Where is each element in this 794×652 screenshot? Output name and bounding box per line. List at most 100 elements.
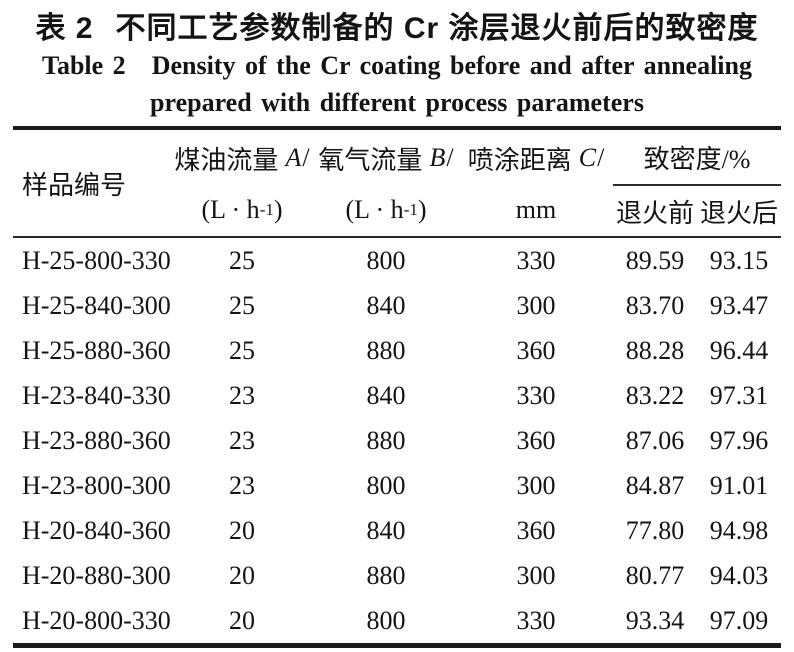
cell-density-after: 97.31 — [709, 380, 769, 410]
header-oxygen-unit-open: (L · h — [345, 195, 404, 224]
header-oxygen-unit: (L · h -1) — [313, 185, 459, 235]
cell-oxygen-flow: 880 — [366, 560, 406, 590]
cell-oxygen-flow: 800 — [366, 470, 406, 500]
cell-oxygen-flow: 800 — [366, 245, 406, 275]
cell-density-after: 93.47 — [709, 290, 769, 320]
header-row-1: 样品编号 煤油流量 A / (L · h -1) 氧气流量 B / (L · h -1) 喷… — [13, 128, 782, 238]
cell-density-before: 93.34 — [625, 605, 685, 635]
cell-spray-distance: 300 — [516, 470, 556, 500]
cell-kerosene-flow: 25 — [229, 290, 255, 320]
table-caption-en-line1: Table 2 Density of the Cr coating before … — [0, 47, 794, 84]
cell-kerosene-flow: 23 — [229, 380, 255, 410]
header-kerosene-flow: 煤油流量 A / (L · h -1) — [171, 128, 313, 238]
cell-kerosene-flow: 23 — [229, 470, 255, 500]
header-oxygen-title: 氧气流量 B / — [313, 131, 459, 185]
cell-spray-distance: 300 — [516, 560, 556, 590]
cell-oxygen-flow: 800 — [366, 605, 406, 635]
cell-spray-distance: 300 — [516, 290, 556, 320]
table-row: H-20-880-300 20 880 300 80.77 94.03 — [13, 553, 781, 598]
header-density-after: 退火后 — [697, 185, 782, 238]
caption-en-label: Table 2 — [42, 51, 126, 80]
cell-sample-id: H-23-880-360 — [22, 425, 171, 455]
cell-spray-distance: 360 — [516, 335, 556, 365]
header-kerosene-unit: (L · h -1) — [171, 185, 313, 235]
header-oxygen-slash: / — [446, 143, 454, 172]
cell-density-before: 77.80 — [625, 515, 685, 545]
table-row: H-25-840-300 25 840 300 83.70 93.47 — [13, 283, 781, 328]
cell-spray-distance: 360 — [516, 425, 556, 455]
table-row: H-23-840-330 23 840 330 83.22 97.31 — [13, 373, 781, 418]
cell-kerosene-flow: 25 — [229, 335, 255, 365]
cell-sample-id: H-20-880-300 — [22, 560, 171, 590]
cell-density-after: 93.15 — [709, 245, 769, 275]
cell-kerosene-flow: 20 — [229, 560, 255, 590]
cell-spray-distance: 330 — [516, 380, 556, 410]
cell-density-before: 88.28 — [625, 335, 685, 365]
density-table: 样品编号 煤油流量 A / (L · h -1) 氧气流量 B / (L · h -1) 喷… — [13, 126, 782, 648]
header-spray-distance: 喷涂距离 C / mm — [459, 128, 613, 238]
table-row: H-20-800-330 20 800 330 93.34 97.09 — [13, 598, 781, 646]
cell-oxygen-flow: 840 — [366, 515, 406, 545]
header-row-2: 退火前 退火后 — [13, 185, 782, 238]
cell-oxygen-flow: 880 — [366, 425, 406, 455]
header-sample-id: 样品编号 — [13, 128, 171, 238]
cell-kerosene-flow: 20 — [229, 605, 255, 635]
table-caption: 表 2 不同工艺参数制备的 Cr 涂层退火前后的致密度 Table 2 Densit… — [0, 0, 794, 121]
cell-kerosene-flow: 23 — [229, 425, 255, 455]
cell-density-before: 87.06 — [625, 425, 685, 455]
table-row: H-25-880-360 25 880 360 88.28 96.44 — [13, 328, 781, 373]
cell-density-before: 83.70 — [625, 290, 685, 320]
header-kerosene-unit-sup: -1 — [259, 200, 274, 219]
header-kerosene-slash: / — [302, 143, 310, 172]
caption-zh-label: 表 2 — [35, 12, 94, 45]
header-kerosene-unit-close: ) — [273, 195, 283, 224]
caption-zh-text: 不同工艺参数制备的 Cr 涂层退火前后的致密度 — [115, 12, 759, 45]
header-density-before: 退火前 — [613, 185, 697, 238]
cell-density-after: 91.01 — [709, 470, 769, 500]
table-header: 样品编号 煤油流量 A / (L · h -1) 氧气流量 B / (L · h -1) 喷… — [13, 128, 782, 238]
cell-kerosene-flow: 25 — [229, 245, 255, 275]
table-row: H-25-800-330 25 800 330 89.59 93.15 — [13, 237, 781, 283]
cell-oxygen-flow: 880 — [366, 335, 406, 365]
cell-density-after: 96.44 — [709, 335, 769, 365]
cell-density-before: 89.59 — [625, 245, 685, 275]
cell-sample-id: H-25-880-360 — [22, 335, 171, 365]
cell-density-after: 97.96 — [709, 425, 769, 455]
caption-en-text: Density of the Cr coating before and aft… — [151, 51, 752, 80]
header-distance-unit: mm — [515, 195, 557, 224]
cell-density-before: 80.77 — [625, 560, 685, 590]
table-caption-en-line2: prepared with different process paramete… — [0, 84, 794, 121]
cell-sample-id: H-20-800-330 — [22, 605, 171, 635]
table-row: H-20-840-360 20 840 360 77.80 94.98 — [13, 508, 781, 553]
header-kerosene-unit-open: (L · h — [201, 195, 260, 224]
table-row: H-23-800-300 23 800 300 84.87 91.01 — [13, 463, 781, 508]
cell-density-after: 94.03 — [709, 560, 769, 590]
table-body: H-25-800-330 25 800 330 89.59 93.15 H-25… — [13, 237, 781, 646]
table-caption-zh: 表 2 不同工艺参数制备的 Cr 涂层退火前后的致密度 — [0, 10, 794, 47]
cell-density-before: 83.22 — [625, 380, 685, 410]
header-oxygen-unit-sup: -1 — [403, 200, 418, 219]
cell-spray-distance: 330 — [516, 605, 556, 635]
cell-oxygen-flow: 840 — [366, 380, 406, 410]
cell-density-after: 97.09 — [709, 605, 769, 635]
header-distance-variable: C — [578, 143, 597, 172]
header-oxygen-variable: B — [429, 143, 446, 172]
cell-oxygen-flow: 840 — [366, 290, 406, 320]
header-oxygen-unit-close: ) — [417, 195, 427, 224]
table-row: H-23-880-360 23 880 360 87.06 97.96 — [13, 418, 781, 463]
header-kerosene-variable: A — [285, 143, 302, 172]
cell-density-before: 84.87 — [625, 470, 685, 500]
header-oxygen-flow: 氧气流量 B / (L · h -1) — [313, 128, 459, 238]
cell-sample-id: H-25-800-330 — [22, 245, 171, 275]
cell-kerosene-flow: 20 — [229, 515, 255, 545]
caption-en-text2: prepared with different process paramete… — [150, 88, 644, 117]
header-oxygen-label: 氧气流量 — [318, 145, 423, 175]
cell-sample-id: H-20-840-360 — [22, 515, 171, 545]
cell-spray-distance: 330 — [516, 245, 556, 275]
header-distance-label: 喷涂距离 — [467, 145, 572, 175]
header-distance-title: 喷涂距离 C / — [459, 131, 613, 185]
cell-density-after: 94.98 — [709, 515, 769, 545]
cell-sample-id: H-23-840-330 — [22, 380, 171, 410]
cell-sample-id: H-23-800-300 — [22, 470, 171, 500]
